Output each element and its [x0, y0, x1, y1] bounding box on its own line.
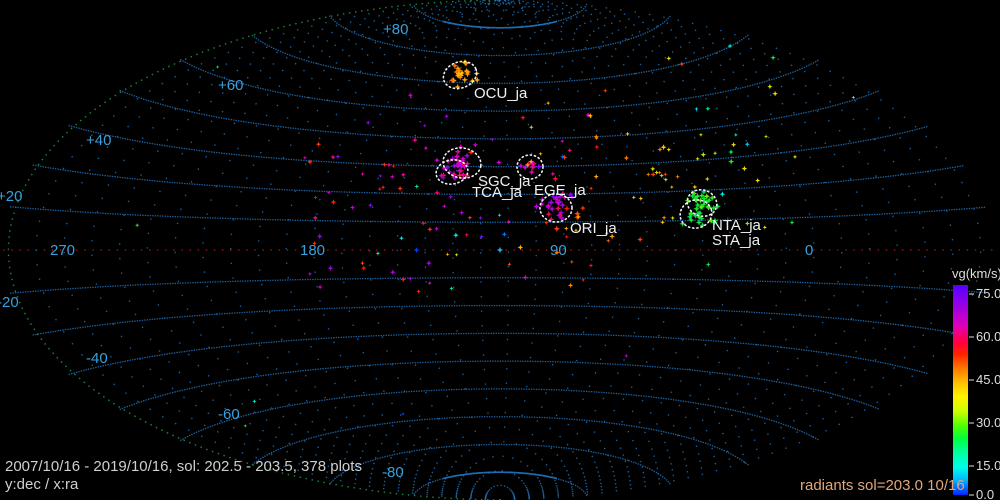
svg-text:+80: +80 [383, 21, 408, 38]
svg-text:2007/10/16 - 2019/10/16, sol:: 2007/10/16 - 2019/10/16, sol: 202.5 - 20… [5, 458, 362, 475]
svg-text:STA_ja: STA_ja [712, 232, 761, 249]
svg-text:75.0: 75.0 [976, 286, 1000, 301]
svg-text:15.0: 15.0 [976, 458, 1000, 473]
svg-text:-20: -20 [0, 294, 19, 311]
svg-text:OCU_ja: OCU_ja [474, 85, 528, 102]
svg-text:+40: +40 [86, 132, 111, 149]
svg-text:TCA_ja: TCA_ja [472, 184, 523, 201]
svg-text:60.0: 60.0 [976, 329, 1000, 344]
svg-text:-40: -40 [86, 350, 108, 367]
svg-text:-80: -80 [382, 464, 404, 481]
svg-text:45.0: 45.0 [976, 372, 1000, 387]
svg-text:-60: -60 [218, 406, 240, 423]
svg-text:EGE_ja: EGE_ja [534, 182, 586, 199]
svg-text:y:dec / x:ra: y:dec / x:ra [5, 476, 79, 493]
svg-text:0.0: 0.0 [976, 487, 994, 500]
svg-text:vg(km/s): vg(km/s) [952, 266, 1000, 281]
svg-text:+60: +60 [218, 77, 243, 94]
svg-text:+20: +20 [0, 188, 22, 205]
svg-text:180: 180 [300, 242, 325, 259]
svg-text:90: 90 [550, 242, 567, 259]
svg-text:270: 270 [50, 242, 75, 259]
svg-text:30.0: 30.0 [976, 415, 1000, 430]
svg-text:radiants sol=203.0 10/16: radiants sol=203.0 10/16 [800, 477, 965, 494]
svg-text:ORI_ja: ORI_ja [570, 220, 617, 237]
svg-text:0: 0 [805, 242, 813, 259]
